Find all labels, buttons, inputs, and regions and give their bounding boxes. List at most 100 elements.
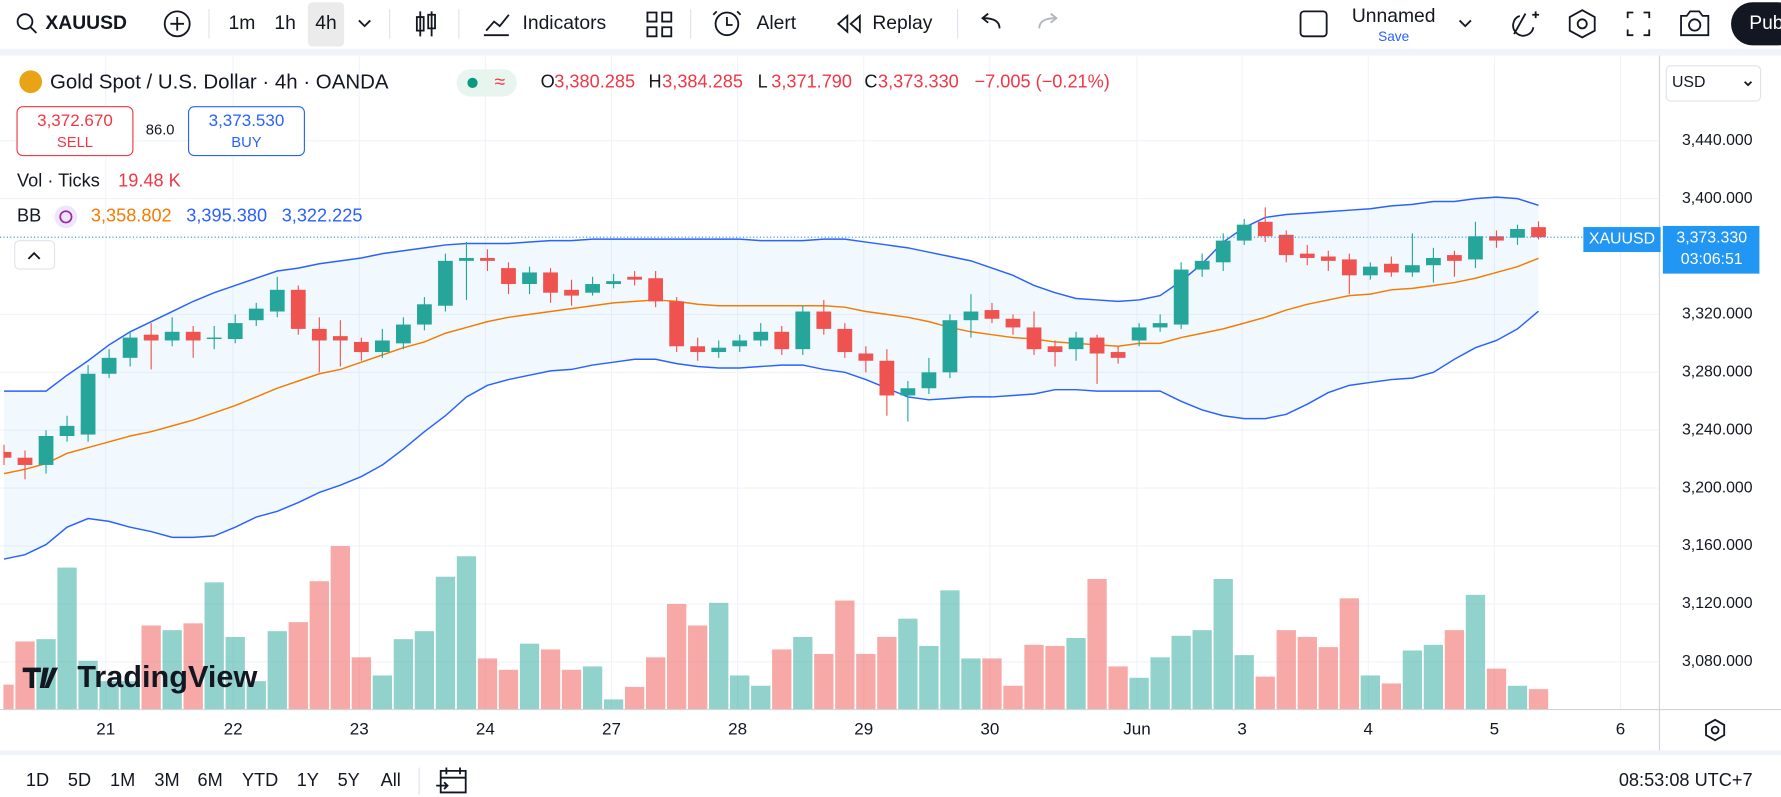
logo-mark [22, 667, 58, 689]
candle-body [816, 311, 832, 329]
ohlc-key: H [649, 72, 662, 92]
candle-body [59, 425, 75, 437]
sell-price[interactable]: 3,372.670 [37, 111, 113, 130]
goto-date-icon[interactable] [436, 767, 467, 794]
candle-body [1383, 263, 1399, 273]
currency[interactable]: USD [1672, 74, 1706, 91]
volume-bar [204, 582, 224, 710]
replay-icon[interactable] [836, 13, 861, 34]
compare-button[interactable] [163, 10, 191, 38]
layout-dropdown[interactable] [1458, 19, 1472, 28]
candle-body [963, 311, 979, 321]
volume-bar [982, 658, 1002, 710]
sell-label[interactable]: SELL [57, 135, 93, 151]
candle-body [921, 372, 937, 389]
fullscreen-icon[interactable] [1626, 11, 1651, 37]
candle-body [1489, 236, 1504, 241]
range-button[interactable]: 1Y [297, 770, 319, 790]
quick-search-icon[interactable] [1512, 11, 1540, 37]
range-button[interactable]: YTD [242, 770, 278, 790]
range-button[interactable]: 1D [26, 770, 49, 790]
buy-label[interactable]: BUY [231, 135, 261, 151]
volume-bar [435, 576, 456, 710]
volume-bar [1381, 683, 1402, 710]
volume-bar [57, 567, 77, 710]
candle-body [1131, 327, 1147, 341]
x-tick-label: 4 [1364, 720, 1373, 739]
candle-body [80, 373, 96, 435]
range-button[interactable]: 5D [68, 770, 91, 790]
market-status[interactable] [456, 69, 517, 97]
currency-selector[interactable] [1665, 65, 1762, 102]
bb-settings-icon[interactable] [54, 205, 78, 229]
range-button[interactable]: 1M [110, 770, 135, 790]
interval-button-active[interactable]: 4h [315, 13, 336, 34]
chart-type-icon[interactable] [415, 11, 436, 37]
volume-bar [772, 649, 792, 710]
candle-body [753, 331, 769, 341]
buy-button[interactable] [187, 106, 305, 157]
alert-icon[interactable] [714, 11, 740, 37]
interval-dropdown[interactable] [358, 19, 371, 28]
publish-button[interactable]: Pub [1749, 13, 1781, 34]
search-icon[interactable] [16, 13, 34, 30]
volume-bar [1066, 638, 1086, 710]
volume-bar [183, 623, 203, 710]
volume-bar [1339, 598, 1359, 710]
redo-icon[interactable] [1038, 12, 1058, 29]
candle-body [1047, 346, 1063, 353]
symbol[interactable]: XAUUSD [45, 13, 127, 34]
range-button[interactable]: 5Y [338, 770, 360, 790]
plot-area [3, 196, 1549, 710]
symbol-tag [1583, 227, 1661, 253]
volume-bar [793, 636, 813, 710]
volume-bar [1360, 675, 1380, 710]
layout-icon[interactable] [1299, 10, 1328, 38]
volume-bar [940, 590, 960, 710]
save-button[interactable]: Save [1378, 29, 1409, 44]
volume-bar [561, 669, 582, 710]
range-button[interactable]: 3M [154, 770, 179, 790]
y-tick-label: 3,200.000 [1682, 479, 1753, 496]
screenshot-icon[interactable] [1680, 10, 1710, 37]
indicators-button[interactable]: Indicators [522, 13, 606, 34]
ohlc-value: 3,384.285 [662, 72, 743, 92]
replay-button[interactable]: Replay [872, 13, 932, 34]
publish-button-bg[interactable] [1731, 2, 1781, 46]
alert-button[interactable]: Alert [756, 13, 796, 34]
settings-icon-center [1576, 18, 1588, 30]
volume-bar [1444, 630, 1465, 710]
candle-body [143, 334, 159, 341]
templates-icon[interactable] [646, 11, 673, 38]
candle-body [627, 276, 643, 280]
ohlc-value: 3,380.285 [554, 72, 635, 92]
grid [0, 56, 1659, 710]
interval-button[interactable]: 1h [274, 13, 295, 34]
bottom-divider [0, 750, 1781, 755]
symbol-tag-text: XAUUSD [1589, 231, 1655, 248]
candle-body [101, 357, 117, 374]
indicators-icon[interactable] [483, 14, 510, 37]
candle-body [606, 281, 621, 285]
volume-bar [1402, 650, 1423, 710]
settings-icon[interactable] [1568, 9, 1596, 39]
range-button[interactable]: 6M [198, 770, 223, 790]
y-tick-label: 3,160.000 [1682, 537, 1753, 554]
candle-body [206, 337, 222, 340]
volume-bar [1192, 630, 1212, 710]
candle-body [1405, 265, 1420, 273]
undo-icon[interactable] [981, 12, 1001, 29]
candle-body [942, 320, 958, 373]
volume-bar [1507, 685, 1528, 710]
sell-button[interactable] [16, 106, 134, 157]
candle-body [1110, 352, 1126, 358]
axis-settings-icon[interactable] [1705, 718, 1726, 742]
layout-name[interactable]: Unnamed [1352, 6, 1436, 27]
ohlc-key: O [541, 72, 555, 92]
candle-body [585, 284, 600, 293]
buy-price[interactable]: 3,373.530 [209, 111, 285, 130]
bb-settings-icon-ring [59, 210, 73, 224]
interval-button[interactable]: 1m [229, 13, 256, 34]
clock[interactable]: 08:53:08 UTC+7 [1619, 770, 1753, 790]
range-button[interactable]: All [381, 770, 401, 790]
